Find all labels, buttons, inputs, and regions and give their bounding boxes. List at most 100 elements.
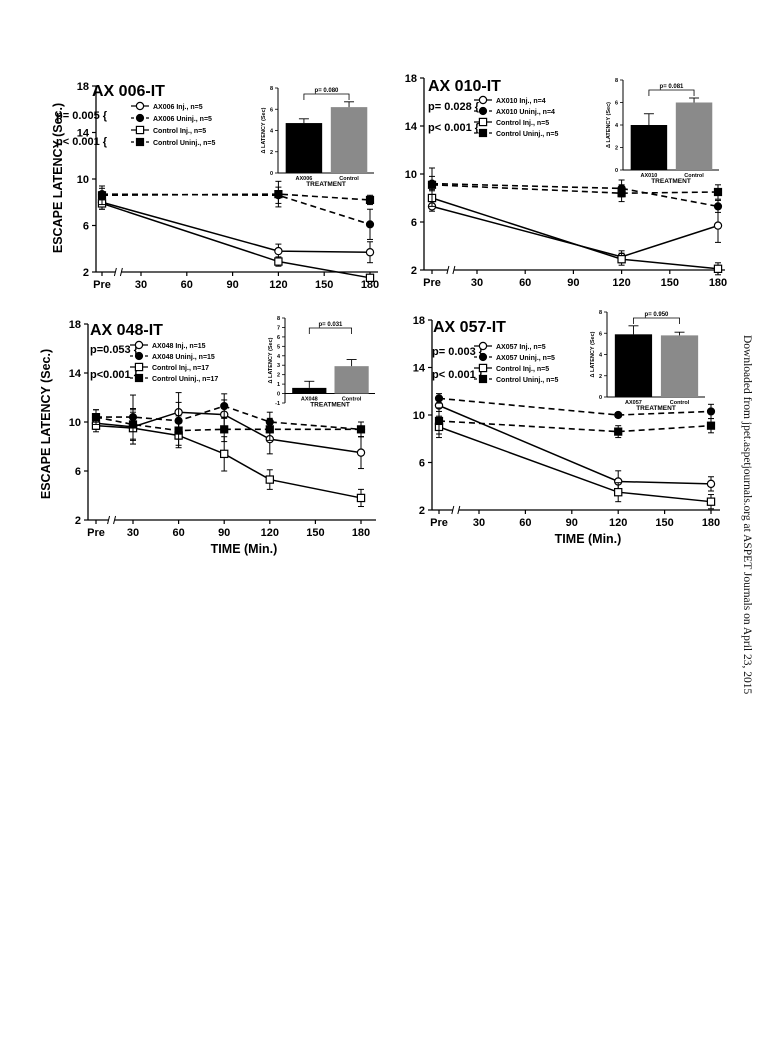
inset-y-tick-label: 6 <box>270 107 273 113</box>
p-value-label: p=0.053 { <box>90 344 139 356</box>
data-point-series-2 <box>434 394 444 403</box>
p-value-label: p< 0.001 { <box>428 122 480 134</box>
data-point-series-2 <box>220 401 229 411</box>
inset-y-tick-label: 2 <box>270 150 273 156</box>
data-point-series-4 <box>706 421 716 430</box>
x-tick-label: 30 <box>135 279 147 291</box>
data-point-series-4 <box>617 189 626 198</box>
legend-marker <box>134 373 144 383</box>
series-line-3 <box>95 424 362 499</box>
data-point-series-4 <box>427 180 437 189</box>
data-point-series-1 <box>706 479 716 489</box>
y-axis-label: ESCAPE LATENCY (Sec.) <box>39 349 53 499</box>
inset-y-tick-label: 4 <box>599 353 603 359</box>
series-line-3 <box>101 202 371 279</box>
inset-y-label: Δ LATENCY (Sec) <box>590 331 596 377</box>
y-tick-label: 14 <box>77 128 90 140</box>
inset-bar-AX057 <box>614 334 653 397</box>
inset-category-label: Control <box>670 400 690 406</box>
y-tick-label: 2 <box>75 515 81 527</box>
series-line-4 <box>438 420 712 433</box>
x-tick-label: 180 <box>702 517 720 529</box>
y-tick-label: 6 <box>75 466 81 478</box>
legend-label: AX057 Inj., n=5 <box>496 344 546 351</box>
y-tick-label: 2 <box>83 267 89 279</box>
data-point-series-3 <box>713 264 723 274</box>
inset-y-label: Δ LATENCY (Sec) <box>606 102 612 148</box>
y-tick-label: 2 <box>411 265 417 277</box>
data-point-series-4 <box>97 191 107 200</box>
inset-p-value: p= 0.950 <box>645 312 670 318</box>
data-point-series-4 <box>614 427 623 436</box>
series-line-2 <box>438 397 712 416</box>
series-line-4 <box>95 416 361 432</box>
x-tick-label: 60 <box>519 517 531 529</box>
inset-x-label: TREATMENT <box>310 402 350 409</box>
data-point-series-4 <box>434 416 444 426</box>
x-tick-label: 90 <box>566 517 578 529</box>
legend-marker <box>478 341 488 351</box>
legend-label: AX006 Inj., n=5 <box>153 104 203 111</box>
legend-marker <box>478 117 488 127</box>
y-tick-label: 18 <box>413 315 425 327</box>
inset-y-tick-label: 7 <box>277 325 280 331</box>
axis-break-mark <box>457 505 461 515</box>
series-line-1 <box>101 201 371 253</box>
legend-label: Control Inj., n=17 <box>152 365 209 372</box>
y-tick-label: 10 <box>77 174 89 186</box>
data-point-series-4 <box>713 187 723 197</box>
p-value-label: p<0.001 { <box>90 369 139 381</box>
data-point-series-3 <box>613 487 623 497</box>
inset-bar-AX010 <box>630 125 668 170</box>
y-tick-label: 6 <box>419 458 425 470</box>
data-point-series-3 <box>356 493 366 503</box>
axis-break-mark <box>446 265 450 275</box>
inset-y-tick-label: 0 <box>277 392 280 398</box>
panel-title: AX 048-IT <box>90 322 163 339</box>
data-point-series-4 <box>365 195 375 205</box>
axis-break-mark <box>113 515 117 525</box>
x-tick-label: 90 <box>226 279 238 291</box>
inset-significance-bracket <box>303 93 350 100</box>
inset-x-label: TREATMENT <box>636 405 676 412</box>
inset-y-tick-label: 1 <box>277 382 280 388</box>
inset-x-label: TREATMENT <box>306 181 346 188</box>
x-tick-label: 30 <box>471 277 483 289</box>
y-tick-label: 18 <box>405 73 417 85</box>
legend-marker <box>135 125 145 135</box>
legend-marker <box>135 101 145 111</box>
x-tick-label: 180 <box>361 279 379 291</box>
inset-bar-AX006 <box>285 123 323 173</box>
legend-label: Control Uninj., n=5 <box>153 140 216 147</box>
data-point-series-2 <box>706 407 716 416</box>
legend-label: AX057 Uninj., n=5 <box>496 355 555 362</box>
data-point-series-3 <box>617 255 626 264</box>
data-point-series-4 <box>91 413 101 422</box>
legend-label: Control Uninj., n=5 <box>496 131 559 138</box>
legend-marker <box>478 95 488 105</box>
series-line-3 <box>438 426 712 503</box>
inset-y-tick-label: 8 <box>599 310 602 316</box>
legend-marker <box>478 374 488 384</box>
y-axis-label: ESCAPE LATENCY (Sec.) <box>51 103 65 253</box>
inset-significance-bracket <box>633 317 680 324</box>
x-tick-label: 60 <box>519 277 531 289</box>
y-tick-label: 14 <box>413 363 426 375</box>
x-tick-label: 150 <box>315 279 333 291</box>
data-point-series-1 <box>365 248 375 257</box>
x-tick-label: Pre <box>93 279 111 291</box>
panel-title: AX 010-IT <box>428 78 501 95</box>
inset-y-tick-label: 2 <box>599 374 602 380</box>
p-value-label: p< 0.001 { <box>56 136 108 148</box>
x-axis-label: TIME (Min.) <box>555 532 622 546</box>
inset-y-tick-label: -1 <box>275 401 280 407</box>
legend-label: Control Inj., n=5 <box>153 128 206 135</box>
series-line-4 <box>431 184 719 195</box>
inset-y-tick-label: 2 <box>615 146 618 152</box>
legend-label: Control Uninj., n=17 <box>152 376 218 383</box>
